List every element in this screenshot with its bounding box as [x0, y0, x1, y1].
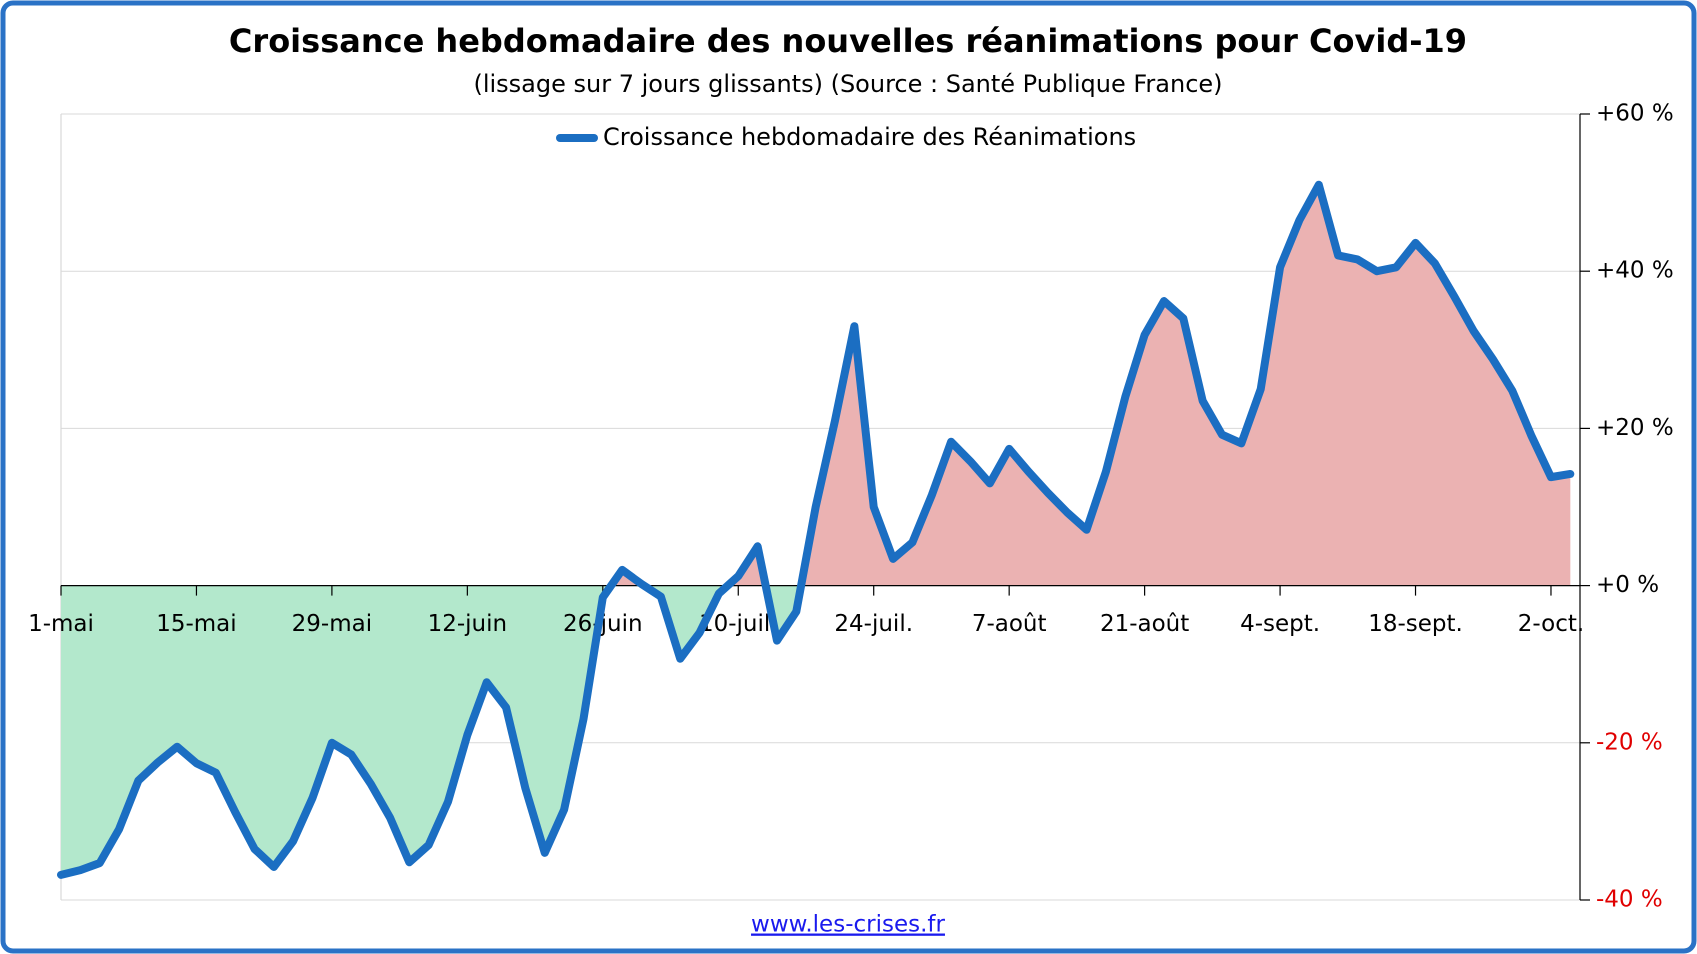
line [57, 180, 1575, 879]
x-tick-label: 12-juin [428, 611, 508, 637]
area-negative [61, 585, 1571, 875]
x-tick-label: 15-mai [156, 611, 236, 637]
chart-subtitle: (lissage sur 7 jours glissants) (Source … [473, 70, 1222, 98]
chart-title: Croissance hebdomadaire des nouvelles ré… [229, 22, 1467, 60]
x-tick-label: 4-sept. [1240, 611, 1320, 637]
area-positive [61, 184, 1571, 586]
legend-label: Croissance hebdomadaire des Réanimations [603, 123, 1136, 151]
x-tick-label: 24-juil. [834, 611, 913, 637]
y-tick-label: +40 % [1596, 258, 1674, 284]
x-tick-label: 21-août [1100, 611, 1189, 637]
y-tick-label: +20 % [1596, 415, 1674, 441]
y-tick-label: -40 % [1596, 887, 1663, 913]
x-tick-label: 1-mai [28, 611, 94, 637]
footer-link[interactable]: www.les-crises.fr [751, 912, 945, 938]
y-tick-label: -20 % [1596, 729, 1663, 755]
x-tick-label: 18-sept. [1368, 611, 1463, 637]
y-tick-label: +60 % [1596, 101, 1674, 127]
x-tick-label: 7-août [972, 611, 1047, 637]
x-tick-label: 29-mai [292, 611, 372, 637]
y-tick-label: +0 % [1596, 572, 1659, 598]
x-tick-label: 2-oct. [1518, 611, 1584, 637]
